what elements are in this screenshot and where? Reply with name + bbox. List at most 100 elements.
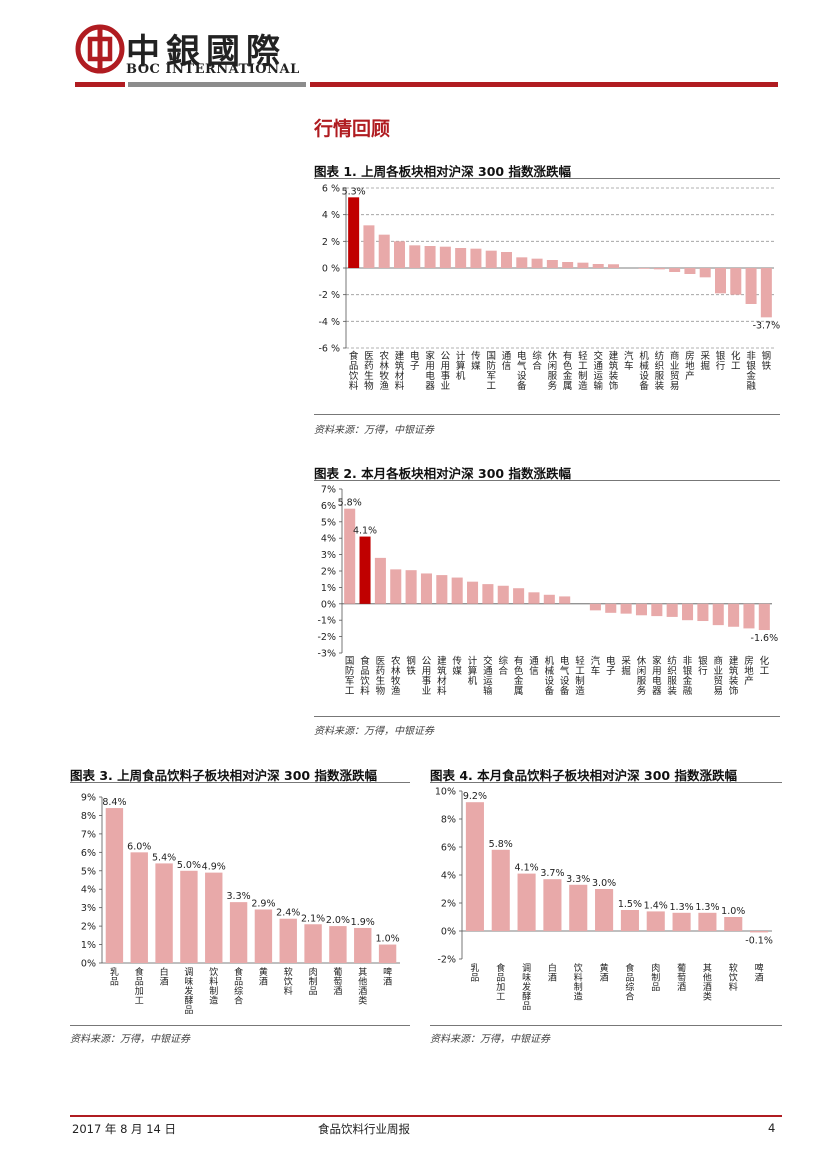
bar [714,268,727,294]
x-tick-label: 轻工制造 [575,655,585,697]
x-tick-label: 计算机 [456,350,466,382]
section-title: 行情回顾 [314,118,391,140]
x-tick-label: 非银金融 [683,655,693,697]
x-tick-label: 调味发酵品 [522,963,531,1012]
footer-title: 食品饮料行业周报 [318,1122,410,1136]
bar [724,917,743,931]
y-tick-label: 6% [321,501,336,512]
bar [329,926,347,963]
x-tick-label: 汽车 [591,655,601,677]
bar [728,603,740,627]
data-label: 2.1% [301,913,325,924]
data-label: 1.3% [695,902,719,913]
bar [592,264,604,268]
y-tick-label: 6% [441,843,456,854]
x-tick-label: 啤酒 [755,962,764,984]
figure-4-top-rule [430,782,782,783]
x-tick-label: 电气设备 [517,350,527,392]
x-tick-label: 公用事业 [441,351,451,392]
bar [653,268,665,270]
x-tick-label: 钢铁 [762,350,772,372]
x-tick-label: 建筑装饰 [729,655,739,697]
x-tick-label: 休闲服务 [637,655,647,697]
header-bar-gray [128,82,306,87]
bar [745,268,757,304]
bar [669,268,681,272]
figure-3-chart: 0% 1% 2% 3% 4% 5% 6% 7% 8% 9% 8.4% 乳品 6.0% 食品加工 5.4% 白酒… [81,793,400,1016]
bar [595,889,614,931]
data-label: 2.0% [326,915,350,926]
bar [105,808,124,963]
y-tick-label: 8% [81,811,96,822]
bar [405,570,417,604]
x-tick-label: 黄酒 [600,962,609,984]
bar [569,884,588,931]
bar [485,250,497,268]
x-tick-label: 采掘 [621,656,631,677]
bar [589,603,601,611]
bar [635,603,647,616]
bar [359,536,371,604]
y-tick-label: 4% [81,885,96,896]
x-tick-label: 食品综合 [625,962,634,1003]
figure-1-source: 资料来源：万得，中银证券 [314,425,434,436]
bar [155,863,173,963]
bar [513,588,525,604]
footer-date: 2017 年 8 月 14 日 [72,1122,176,1136]
y-tick-label: 6% [81,848,96,859]
x-tick-label: 饮料制造 [209,966,218,1007]
x-tick-label: 家用电器 [425,350,435,392]
figure-2-bottom-rule [314,716,780,717]
x-tick-label: 啤酒 [383,966,392,988]
data-label: 1.3% [670,902,694,913]
x-tick-label: 葡萄酒 [333,966,342,997]
bar [697,603,709,622]
data-label: 1.5% [618,899,642,910]
bar [378,234,390,268]
x-tick-label: 商业贸易 [670,350,680,392]
y-tick-label: 3% [321,550,336,561]
bar [531,258,543,268]
data-label: 5.8% [489,839,513,850]
x-tick-label: 非银金融 [746,350,756,392]
y-tick-label: -2 % [318,290,340,301]
figure-1-top-rule [314,178,780,179]
bar [378,944,397,963]
y-tick-label: 4 % [322,210,340,221]
figure-2-chart: -3% -2% -1% 0% 1% 2% 3% 4% 5% 6% 7%5.8% 国防军工 4.1% 食品饮… [318,485,779,698]
x-tick-label: 食品综合 [234,966,243,1007]
y-tick-label: -3% [318,649,337,660]
y-tick-label: 0 % [322,264,340,275]
y-tick-label: -6 % [318,344,340,355]
data-label: 2.4% [276,908,300,919]
bar [482,584,494,604]
x-tick-label: 饮料制造 [574,962,583,1003]
bar [559,596,571,604]
brand-name-en: BOC INTERNATIONAL [126,62,300,77]
y-tick-label: 1% [81,940,96,951]
bar [638,268,650,269]
x-tick-label: 医药生物 [364,351,374,392]
bar [562,262,574,268]
x-tick-label: 有色金属 [514,655,524,697]
x-tick-label: 交通运输 [483,655,493,697]
x-tick-label: 纺织服装 [667,655,677,697]
x-tick-label: 家用电器 [652,655,662,697]
x-tick-label: 乳品 [470,962,479,984]
y-tick-label: 0% [441,927,456,938]
bar [651,603,663,617]
x-tick-label: 乳品 [110,966,119,988]
x-tick-label: 黄酒 [259,966,268,988]
y-tick-label: -2% [318,632,337,643]
x-tick-label: 房地产 [685,350,695,382]
bar [517,873,536,931]
bar [451,577,463,604]
x-tick-label: 软饮料 [729,962,738,993]
x-tick-label: 软饮料 [284,966,293,997]
footer-rule [70,1115,782,1117]
x-tick-label: 国防军工 [486,351,496,392]
data-label: 5.4% [152,852,176,863]
bar [467,581,479,604]
x-tick-label: 其他酒类 [703,963,712,1003]
x-tick-label: 房地产 [744,655,754,687]
